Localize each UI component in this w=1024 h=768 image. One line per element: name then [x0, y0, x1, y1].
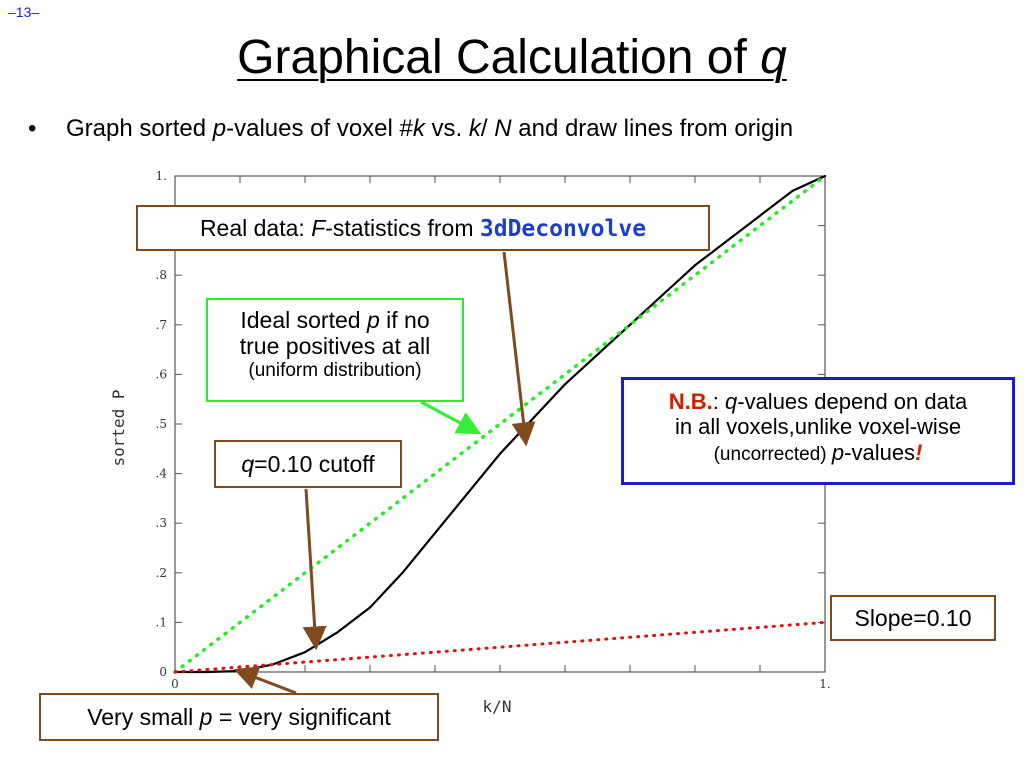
ideal-line-1a: Ideal sorted — [240, 307, 367, 333]
nb-line-3-text: -values — [844, 439, 916, 465]
bullet-part: -values of voxel # — [226, 115, 413, 142]
bullet-part: p — [212, 115, 227, 142]
real-data-curve — [173, 174, 827, 674]
slide-title: Graphical Calculation of q — [0, 30, 1024, 86]
nb-q: q — [725, 389, 738, 414]
cutoff-q: q — [241, 451, 255, 477]
real-data-callout: Real data: F-statistics from 3dDeconvolv… — [136, 205, 710, 251]
slope-text: Slope=0.10 — [854, 605, 972, 631]
cutoff-callout: q=0.10 cutoff — [214, 440, 402, 488]
nb-line-2: in all voxels,unlike voxel-wise — [674, 414, 962, 440]
nb-line-1: N.B.: q-values depend on data — [624, 389, 1012, 414]
series-layer — [173, 174, 827, 674]
nb-exclamation: ! — [915, 439, 923, 465]
ideal-line-1b: if no — [379, 307, 430, 333]
title-text: Graphical Calculation of — [237, 31, 761, 84]
small-p-b: = very significant — [212, 704, 391, 730]
ideal-callout: Ideal sorted p if no true positives at a… — [206, 298, 464, 402]
ideal-line-arrow — [420, 400, 482, 435]
annotation-arrows — [233, 251, 536, 695]
ideal-line-1: Ideal sorted p if no — [208, 307, 462, 333]
bullet-point: • Graph sorted p-values of voxel #k vs. k… — [28, 114, 793, 144]
nb-colon: : — [712, 389, 725, 414]
bullet-part: vs. — [424, 115, 469, 142]
y-tick-label: 1. — [156, 169, 167, 183]
cutoff-arrow — [302, 488, 327, 651]
y-tick-label: .4 — [156, 467, 168, 481]
x-tick-label: 1. — [819, 677, 830, 691]
y-tick-label: .6 — [156, 367, 167, 381]
nb-line-1-text: -values depend on data — [737, 389, 968, 414]
real-data-prefix: Real data: — [199, 215, 312, 241]
y-tick-label: .3 — [156, 516, 167, 530]
real-data-arrow — [502, 251, 536, 447]
bullet-part: Graph sorted — [66, 115, 213, 142]
real-data-program: 3dDeconvolve — [479, 216, 647, 242]
ideal-line-1p: p — [366, 307, 380, 333]
y-tick-label: .1 — [156, 615, 167, 629]
nb-line-3: (uncorrected) p-values! — [624, 440, 1012, 466]
cutoff-text: =0.10 cutoff — [254, 451, 375, 477]
ideal-line-2: true positives at all — [239, 333, 431, 360]
ideal-line-3: (uniform distribution) — [248, 359, 422, 381]
bullet-part: N — [494, 115, 512, 142]
y-tick-label: .2 — [156, 566, 167, 580]
bullet-part: and draw lines from origin — [511, 115, 794, 142]
slope-callout: Slope=0.10 — [830, 595, 996, 641]
small-p-callout: Very small p = very significant — [39, 693, 439, 741]
y-tick-label: .7 — [156, 318, 167, 332]
page-number: –13– — [8, 4, 40, 20]
real-data-middle: -statistics from — [325, 215, 480, 241]
bullet-part: / — [480, 115, 495, 142]
y-axis-label: sorted P — [109, 389, 128, 466]
nb-callout: N.B.: q-values depend on data in all vox… — [621, 377, 1015, 485]
x-axis-label: k/N — [483, 697, 512, 716]
real-data-f: F — [311, 215, 326, 241]
nb-uncorrected: (uncorrected) — [713, 443, 832, 465]
nb-p: p — [831, 439, 845, 465]
y-tick-label: .8 — [156, 268, 167, 282]
small-p-a: Very small — [87, 704, 200, 730]
x-tick-label: 0 — [171, 677, 179, 691]
bullet-marker: • — [28, 115, 37, 142]
small-p-arrow — [233, 666, 297, 695]
bullet-part: k — [468, 115, 481, 142]
y-tick-label: .5 — [156, 417, 167, 431]
slope-0.10-line — [173, 620, 827, 674]
title-q: q — [760, 31, 787, 84]
nb-label: N.B. — [668, 389, 713, 414]
bullet-part: k — [412, 115, 425, 142]
y-tick-label: 0 — [159, 665, 167, 679]
ideal-uniform-line — [173, 174, 827, 674]
small-p-p: p — [199, 704, 213, 730]
